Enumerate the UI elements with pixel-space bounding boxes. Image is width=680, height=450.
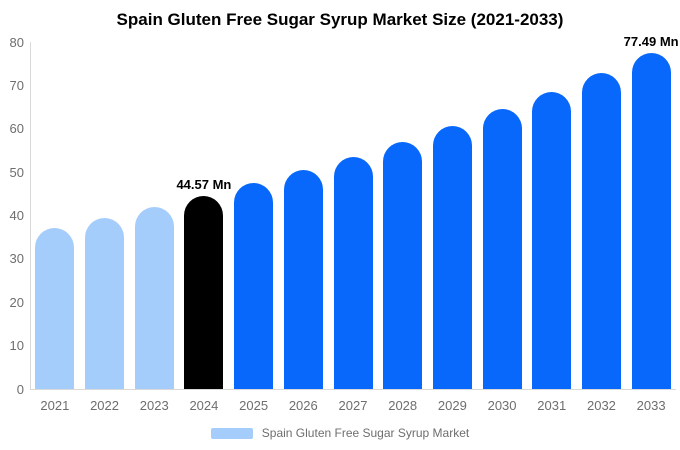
x-tick-label-2031: 2031 <box>537 398 567 413</box>
chart-title: Spain Gluten Free Sugar Syrup Market Siz… <box>116 10 564 29</box>
bar-2031[interactable] <box>532 91 572 389</box>
y-tick-label-70: 70 <box>9 77 24 93</box>
y-tick-label-10: 10 <box>9 338 24 354</box>
bar-2025[interactable] <box>234 183 274 389</box>
x-tick-label-2030: 2030 <box>487 398 517 413</box>
legend-swatch <box>210 427 253 439</box>
x-tick-label-2029: 2029 <box>437 398 467 413</box>
x-tick-label-2026: 2026 <box>288 398 318 413</box>
y-tick-label-60: 60 <box>9 121 24 137</box>
y-tick-label-40: 40 <box>9 208 24 223</box>
y-axis-line <box>30 42 31 389</box>
bar-2027[interactable] <box>333 156 373 389</box>
bar-2032[interactable] <box>581 72 621 389</box>
legend-label: Spain Gluten Free Sugar Syrup Market <box>261 426 470 440</box>
bar-2022[interactable] <box>85 218 125 389</box>
x-tick-label-2025: 2025 <box>239 398 269 413</box>
x-tick-label-2032: 2032 <box>586 398 616 413</box>
y-tick-label-80: 80 <box>9 34 24 50</box>
bar-value-label-2033: 77.49 Mn <box>623 33 679 49</box>
x-tick-label-2022: 2022 <box>90 398 119 413</box>
x-tick-label-2027: 2027 <box>338 398 368 413</box>
bar-2033[interactable] <box>631 52 671 389</box>
x-tick-label-2028: 2028 <box>388 398 418 413</box>
legend-item[interactable]: Spain Gluten Free Sugar Syrup Market <box>0 425 680 441</box>
bar-value-label-2024: 44.57 Mn <box>176 176 232 192</box>
bar-2029[interactable] <box>432 126 472 389</box>
x-tick-label-2023: 2023 <box>139 398 169 413</box>
bar-2024[interactable] <box>184 195 224 389</box>
bar-2028[interactable] <box>383 141 423 389</box>
bar-2021[interactable] <box>35 228 75 389</box>
y-tick-label-30: 30 <box>9 251 24 267</box>
x-tick-label-2024: 2024 <box>189 398 219 413</box>
y-tick-label-50: 50 <box>9 164 24 180</box>
bar-2023[interactable] <box>134 207 174 389</box>
x-axis-line <box>30 389 676 390</box>
y-tick-label-20: 20 <box>9 294 24 310</box>
y-tick-label-0: 0 <box>16 381 24 397</box>
x-tick-label-2021: 2021 <box>40 398 70 413</box>
bar-2026[interactable] <box>283 170 323 389</box>
x-tick-label-2033: 2033 <box>636 398 666 413</box>
bar-2030[interactable] <box>482 109 522 389</box>
